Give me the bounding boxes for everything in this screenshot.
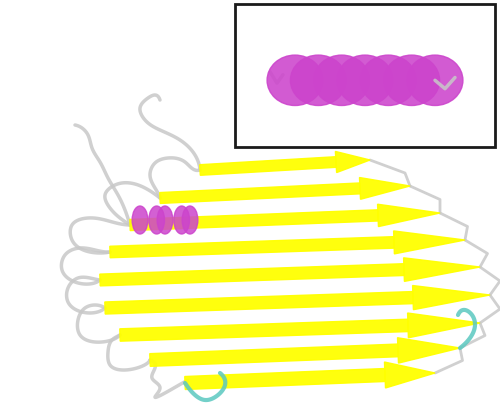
Polygon shape: [200, 157, 336, 175]
Ellipse shape: [337, 55, 393, 105]
Polygon shape: [120, 319, 408, 341]
Ellipse shape: [157, 206, 173, 234]
Ellipse shape: [174, 206, 190, 234]
Polygon shape: [394, 231, 465, 254]
Ellipse shape: [384, 55, 440, 105]
Polygon shape: [130, 210, 378, 231]
Polygon shape: [100, 264, 404, 286]
Polygon shape: [184, 368, 386, 389]
Polygon shape: [378, 204, 440, 227]
Polygon shape: [336, 151, 370, 173]
Polygon shape: [408, 313, 480, 338]
Ellipse shape: [182, 206, 198, 234]
Ellipse shape: [290, 55, 346, 105]
Bar: [235, 4, 495, 147]
Ellipse shape: [132, 206, 148, 234]
Polygon shape: [404, 258, 480, 281]
Ellipse shape: [360, 55, 416, 105]
Polygon shape: [110, 236, 394, 258]
Ellipse shape: [314, 55, 370, 105]
Polygon shape: [398, 338, 460, 363]
Polygon shape: [105, 291, 413, 314]
Ellipse shape: [267, 55, 323, 105]
Ellipse shape: [149, 206, 164, 234]
Polygon shape: [412, 285, 490, 310]
Polygon shape: [150, 344, 398, 366]
Polygon shape: [384, 362, 435, 388]
Polygon shape: [160, 183, 360, 204]
Polygon shape: [360, 177, 410, 199]
Ellipse shape: [407, 55, 463, 105]
